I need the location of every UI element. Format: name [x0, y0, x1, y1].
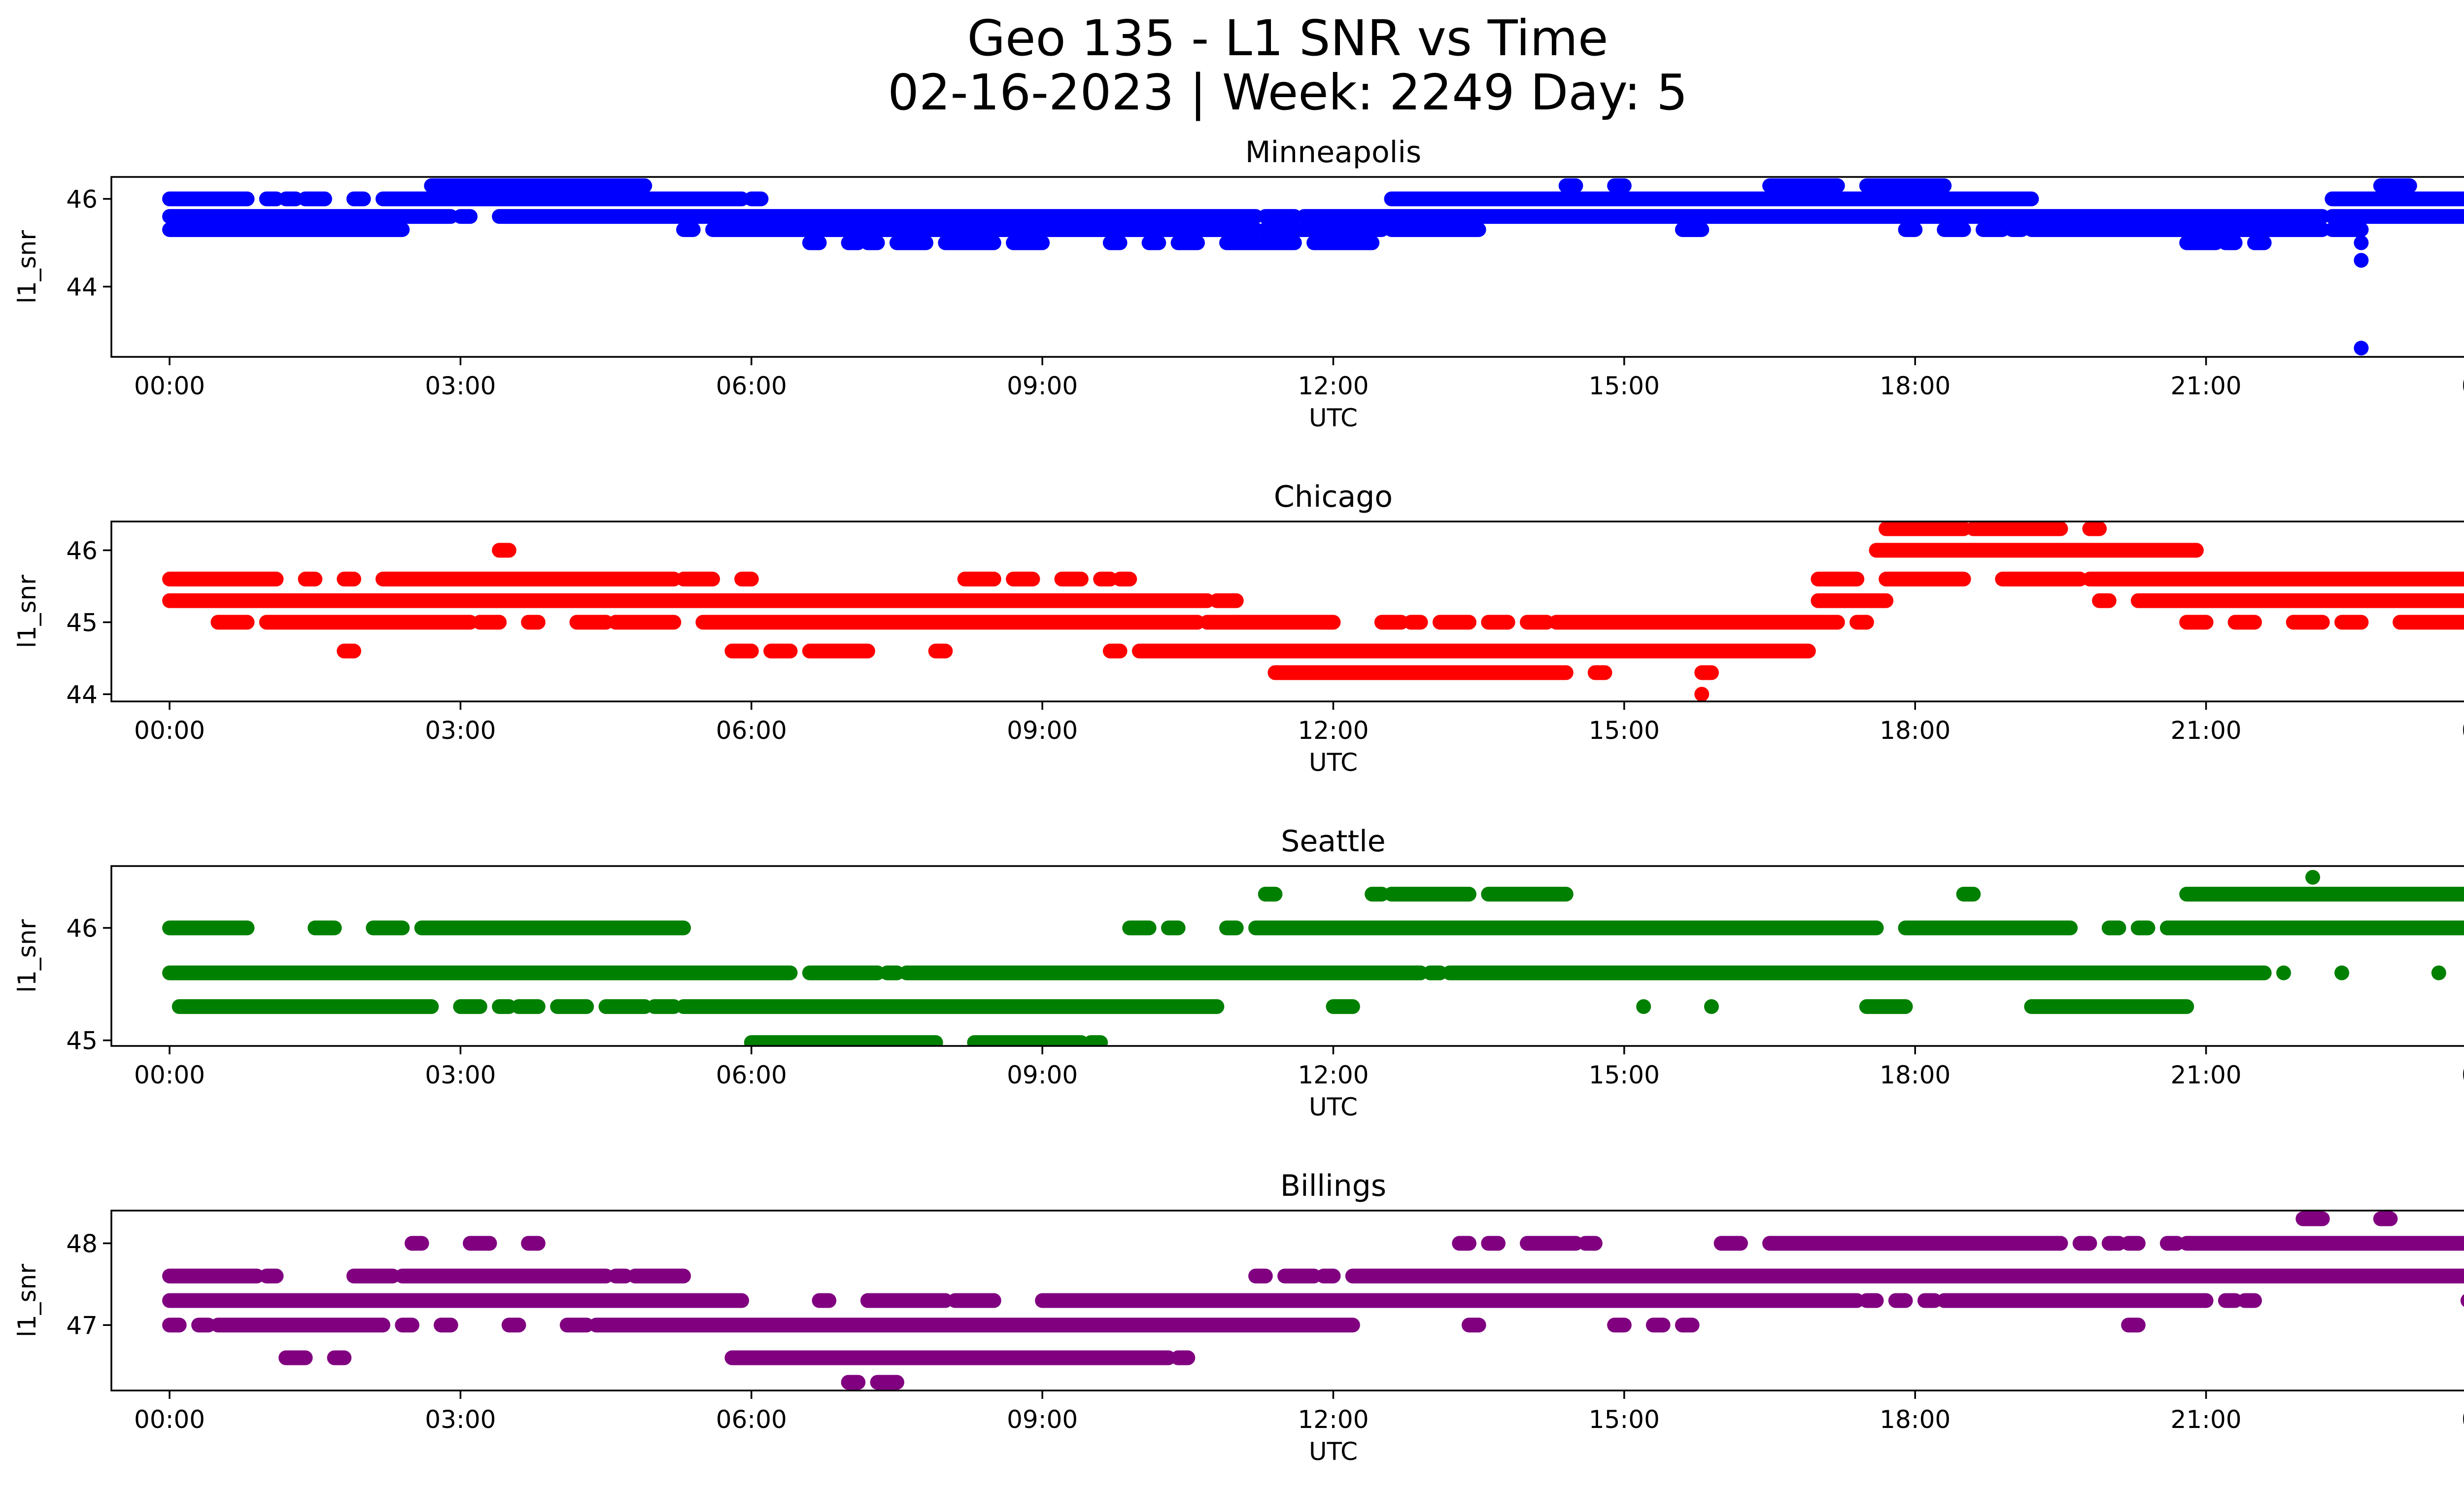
y-axis-label: l1_snr [13, 230, 41, 304]
x-tick-label: 06:00 [716, 1061, 787, 1089]
y-tick-label: 45 [66, 608, 98, 637]
data-point [2431, 965, 2446, 980]
x-tick-label: 21:00 [2171, 716, 2242, 745]
panel-title: Billings [1280, 1169, 1386, 1203]
data-point [2354, 341, 2369, 356]
x-tick-label: 18:00 [1880, 372, 1951, 400]
x-tick-label: 12:00 [1298, 716, 1369, 745]
x-tick-label: 09:00 [1007, 372, 1078, 400]
x-tick-label: 00:00 [134, 1061, 205, 1089]
x-tick-label: 15:00 [1589, 1061, 1660, 1089]
data-series-chicago [162, 522, 2464, 701]
y-tick-label: 46 [66, 185, 98, 214]
x-tick-label: 12:00 [1298, 1061, 1369, 1089]
panel-chicago: Chicago 00:00 03:00 06:00 09:00 12:00 15:00 18:… [13, 480, 2464, 777]
y-axis-label: l1_snr [13, 919, 41, 993]
x-tick-label: 18:00 [1880, 716, 1951, 745]
data-point [2305, 869, 2321, 885]
panel-title: Minneapolis [1245, 135, 1422, 170]
x-tick-label: 15:00 [1589, 1405, 1660, 1434]
x-tick-label: 06:00 [716, 1405, 787, 1434]
data-series-minneapolis [162, 178, 2464, 356]
x-tick-label: 15:00 [1589, 372, 1660, 400]
panel-minneapolis: Minneapolis 00:00 03:00 06:00 09:00 12:00 15:0… [13, 135, 2464, 432]
y-axis-label: l1_snr [13, 575, 41, 648]
x-tick-label: 09:00 [1007, 716, 1078, 745]
x-tick-label: 06:00 [716, 716, 787, 745]
data-point [1636, 999, 1651, 1014]
x-tick-label: 03:00 [425, 372, 496, 400]
y-axis-label: l1_snr [13, 1264, 41, 1337]
x-tick-label: 15:00 [1589, 716, 1660, 745]
x-tick-label: 06:00 [716, 372, 787, 400]
y-tick-label: 46 [66, 914, 98, 942]
x-tick-label: 03:00 [425, 716, 496, 745]
x-tick-label: 03:00 [425, 1405, 496, 1434]
y-tick-label: 45 [66, 1027, 98, 1055]
x-tick-label: 21:00 [2171, 1405, 2242, 1434]
y-tick-label: 44 [66, 680, 98, 709]
y-tick-label: 47 [66, 1311, 98, 1340]
x-tick-label: 21:00 [2171, 372, 2242, 400]
x-tick-label: 00:00 [2462, 1061, 2464, 1089]
chart-panels: Minneapolis 00:00 03:00 06:00 09:00 12:00 15:0… [13, 135, 2464, 1466]
panel-billings: Billings 00:00 03:00 06:00 09:00 12:00 15:00 18… [13, 1169, 2464, 1466]
x-tick-label: 00:00 [2462, 372, 2464, 400]
x-tick-label: 00:00 [2462, 716, 2464, 745]
x-tick-label: 00:00 [134, 372, 205, 400]
x-axis-label: UTC [1309, 404, 1358, 432]
data-series-seattle [162, 869, 2464, 1046]
x-tick-label: 09:00 [1007, 1405, 1078, 1434]
figure-title-line2: 02-16-2023 | Week: 2249 Day: 5 [888, 64, 1687, 121]
data-point [2354, 235, 2369, 250]
y-tick-label: 44 [66, 273, 98, 302]
x-tick-label: 00:00 [2462, 1405, 2464, 1434]
data-point [1704, 999, 1719, 1014]
x-tick-label: 00:00 [134, 716, 205, 745]
x-axis-label: UTC [1309, 1093, 1358, 1121]
data-series-billings [162, 1211, 2464, 1390]
panel-title: Chicago [1274, 480, 1393, 514]
x-tick-label: 18:00 [1880, 1061, 1951, 1089]
panel-seattle: Seattle 00:00 03:00 06:00 09:00 12:00 15:00 18:… [13, 824, 2464, 1121]
data-point [2393, 178, 2408, 193]
x-axis-label: UTC [1309, 1437, 1358, 1466]
x-tick-label: 03:00 [425, 1061, 496, 1089]
y-tick-label: 48 [66, 1229, 98, 1258]
x-tick-label: 09:00 [1007, 1061, 1078, 1089]
figure-title-line1: Geo 135 - L1 SNR vs Time [967, 9, 1608, 67]
x-tick-label: 21:00 [2171, 1061, 2242, 1089]
data-point [2276, 965, 2291, 980]
data-point [1694, 687, 1710, 701]
data-point [2354, 222, 2369, 237]
x-tick-label: 00:00 [134, 1405, 205, 1434]
data-point [2354, 253, 2369, 268]
y-tick-label: 46 [66, 536, 98, 565]
x-axis-label: UTC [1309, 748, 1358, 777]
x-tick-label: 12:00 [1298, 372, 1369, 400]
x-tick-label: 12:00 [1298, 1405, 1369, 1434]
x-tick-label: 18:00 [1880, 1405, 1951, 1434]
data-point [2334, 965, 2350, 980]
panel-title: Seattle [1281, 824, 1385, 859]
